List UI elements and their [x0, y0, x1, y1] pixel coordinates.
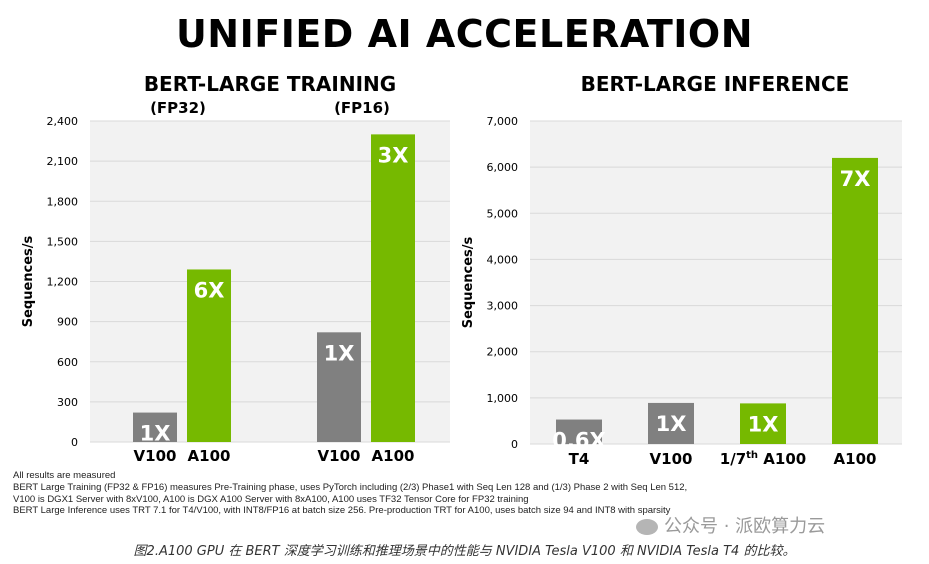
inference-y-tick-label: 6,000: [487, 161, 519, 174]
training-bar: [187, 269, 231, 442]
inference-bar: [740, 403, 786, 444]
inference-category-sublabel: (7 MIG): [824, 468, 886, 470]
training-y-tick-label: 900: [57, 316, 78, 329]
footnote-line: V100 is DGX1 Server with 8xV100, A100 is…: [13, 493, 529, 505]
inference-y-tick-label: 0: [511, 438, 518, 451]
training-y-tick-label: 300: [57, 396, 78, 409]
training-category-label: A100: [188, 447, 231, 465]
training-category-label: V100: [134, 447, 177, 465]
inference-y-tick-label: 4,000: [487, 253, 519, 266]
watermark: 公众号 · 派欧算力云: [636, 512, 825, 538]
wechat-logo-icon: [636, 519, 658, 535]
training-category-label: V100: [318, 447, 361, 465]
inference-bar: [832, 157, 878, 444]
training-bar-value-label: 1X: [140, 422, 171, 446]
inference-category-label: A100: [834, 450, 877, 468]
inference-category-label: 1/7th A100: [720, 450, 806, 468]
inference-bar-value-label: 7X: [840, 167, 871, 191]
training-y-tick-label: 1,200: [47, 276, 79, 289]
training-bar: [317, 332, 361, 442]
figure-caption: 图2.A100 GPU 在 BERT 深度学习训练和推理场景中的性能与 NVID…: [133, 544, 796, 559]
training-bar: [371, 134, 415, 442]
training-bar-value-label: 6X: [194, 278, 225, 302]
training-y-tick-label: 2,100: [47, 155, 79, 168]
training-bar-value-label: 1X: [324, 341, 355, 365]
training-y-tick-label: 1,800: [47, 195, 79, 208]
inference-bar: [556, 419, 602, 444]
inference-bar-value-label: 1X: [748, 412, 779, 436]
inference-y-tick-label: 7,000: [487, 115, 519, 128]
footnote-line: BERT Large Training (FP32 & FP16) measur…: [13, 481, 688, 493]
inference-bar-value-label: 0.6X: [552, 429, 605, 453]
inference-category-label: V100: [650, 450, 693, 468]
charts-canvas: 0 300 600 900 1,200 1,500 1,800 2,100 2,400 Seque…: [21, 99, 902, 470]
inference-y-tick-label: 2,000: [487, 346, 519, 359]
training-group-label: (FP32): [150, 99, 206, 117]
training-chart-title: BERT-LARGE TRAINING: [143, 72, 397, 96]
training-bar-value-label: 3X: [378, 143, 409, 167]
training-group-label: (FP16): [334, 99, 390, 117]
inference-chart-title: BERT-LARGE INFERENCE: [580, 72, 850, 96]
inference-y-tick-label: 3,000: [487, 300, 519, 313]
training-y-tick-label: 600: [57, 356, 78, 369]
inference-bar-value-label: 1X: [656, 412, 687, 436]
footnote-line: All results are measured: [13, 470, 116, 481]
training-y-tick-label: 1,500: [47, 235, 79, 248]
training-y-axis-label: Sequences/s: [21, 235, 36, 327]
inference-y-tick-label: 5,000: [487, 207, 519, 220]
footnotes: All results are measured BERT Large Trai…: [13, 470, 913, 517]
training-bar: [133, 412, 177, 442]
inference-y-tick-label: 1,000: [487, 392, 519, 405]
training-y-tick-label: 2,400: [47, 115, 79, 128]
training-y-tick-label: 0: [71, 436, 78, 449]
inference-bar: [648, 402, 694, 444]
training-category-label: A100: [372, 447, 415, 465]
footnote-line: BERT Large Inference uses TRT 7.1 for T4…: [13, 505, 671, 517]
main-title: UNIFIED AI ACCELERATION: [175, 12, 754, 56]
inference-y-axis-label: Sequences/s: [461, 236, 476, 328]
inference-category-label: T4: [569, 450, 590, 468]
watermark-text: 公众号 · 派欧算力云: [664, 516, 826, 537]
